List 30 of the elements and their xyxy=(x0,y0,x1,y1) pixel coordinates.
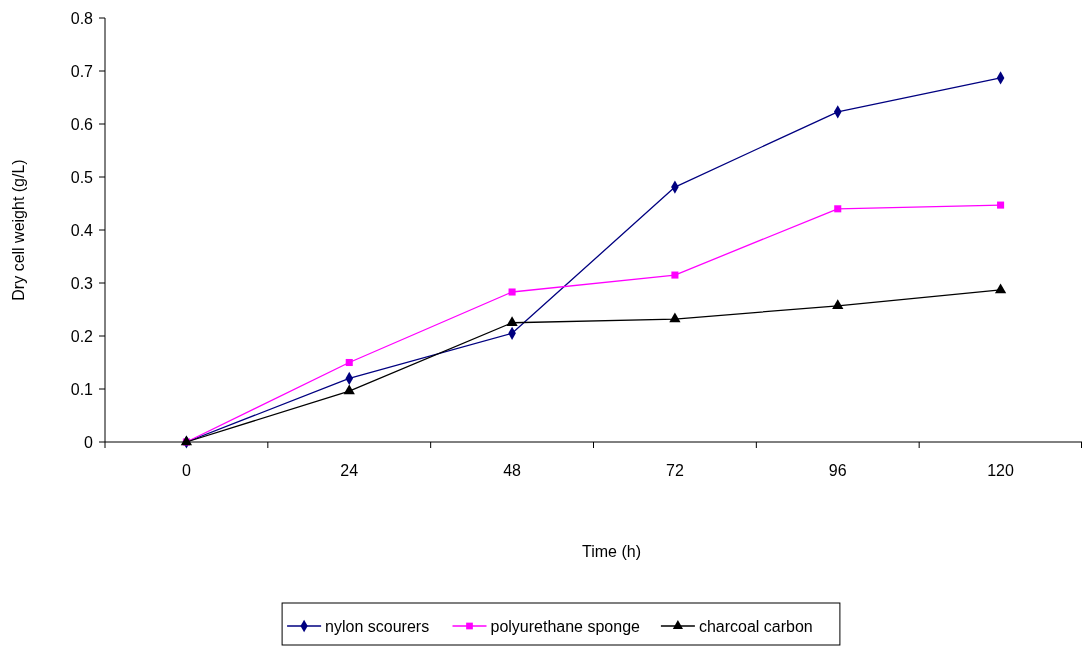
y-tick-label: 0.8 xyxy=(70,9,94,27)
y-tick-label: 0.6 xyxy=(70,115,94,133)
y-tick-label: 0.2 xyxy=(70,327,94,345)
point xyxy=(997,201,1005,209)
x-axis-title: Time (h) xyxy=(582,543,641,560)
legend-label: nylon scourers xyxy=(325,617,430,635)
y-axis-title: Dry cell weight (g/L) xyxy=(10,159,27,301)
point xyxy=(345,358,353,367)
y-tick-label: 0.3 xyxy=(70,274,94,292)
y-tick-label: 0.1 xyxy=(70,380,94,398)
x-tick-label: 48 xyxy=(503,461,522,479)
point xyxy=(994,283,1007,294)
y-tick-label: 0.4 xyxy=(70,221,94,239)
y-tick-label: 0.5 xyxy=(70,168,94,186)
point xyxy=(669,312,681,323)
point xyxy=(508,288,516,296)
legend-label: polyurethane sponge xyxy=(490,617,641,635)
point xyxy=(671,271,679,279)
point xyxy=(343,384,355,395)
point xyxy=(506,316,518,326)
point xyxy=(834,205,842,213)
legend-label: charcoal carbon xyxy=(698,617,813,635)
point xyxy=(832,299,844,310)
x-tick-label: 0 xyxy=(181,461,191,479)
y-tick-label: 0 xyxy=(84,433,94,451)
y-tick-label: 0.7 xyxy=(70,62,94,80)
x-tick-label: 120 xyxy=(987,461,1015,479)
x-tick-label: 96 xyxy=(828,461,847,479)
x-tick-label: 24 xyxy=(340,461,359,479)
x-tick-label: 72 xyxy=(666,461,684,479)
